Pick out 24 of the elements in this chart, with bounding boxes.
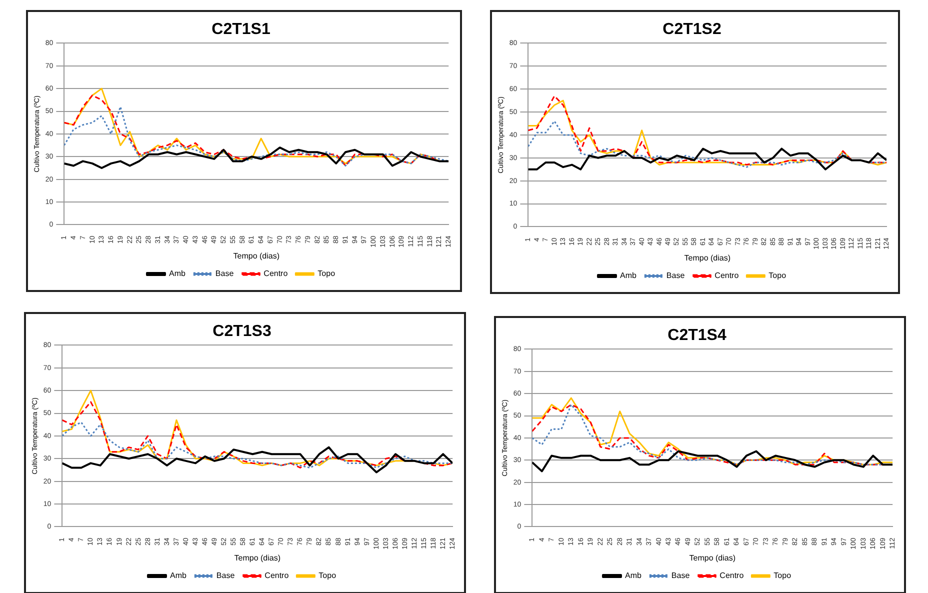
x-axis-title: Tempo (dias) — [233, 251, 280, 260]
legend-label: Amb — [620, 271, 637, 280]
legend-label: Amb — [170, 571, 187, 580]
x-axis-title: Tempo (dias) — [684, 253, 731, 262]
legend-label: Centro — [264, 269, 288, 278]
legend-label: Topo — [318, 571, 337, 580]
legend-label: Centro — [714, 271, 740, 280]
legend-label: Base — [666, 271, 686, 280]
legend-label: Amb — [624, 571, 642, 580]
x-axis-title: Tempo (dias) — [234, 553, 281, 562]
legend-label: Centro — [264, 571, 290, 580]
legend-label: Centro — [720, 571, 744, 580]
legend-label: Base — [216, 571, 236, 580]
chart-title: C2T1S4 — [668, 327, 726, 344]
chart-title: C2T1S3 — [212, 323, 272, 340]
legend-label: Topo — [768, 271, 787, 280]
legend-label: Amb — [168, 269, 186, 278]
legend-label: Topo — [774, 571, 792, 580]
x-axis-title: Tempo (dias) — [689, 553, 736, 562]
chart-title: C2T1S1 — [212, 21, 270, 38]
legend-label: Base — [671, 571, 690, 580]
chart-title: C2T1S2 — [662, 21, 722, 38]
legend-label: Base — [215, 269, 234, 278]
legend-label: Topo — [318, 269, 336, 278]
